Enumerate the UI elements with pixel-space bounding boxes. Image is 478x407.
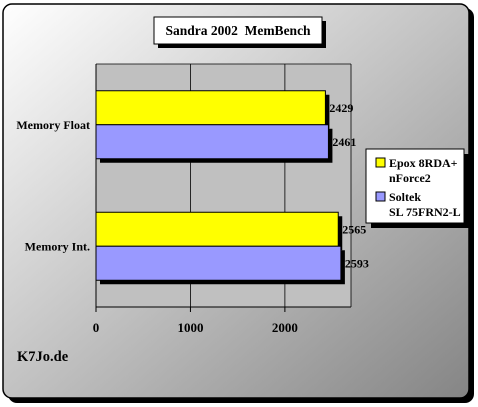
data-label: 2565 [342,222,366,236]
chart-title-box [153,16,323,45]
legend-label: nForce2 [389,171,431,185]
bar [95,124,329,160]
data-label: 2461 [332,135,356,149]
legend-label: Soltek [389,190,421,204]
legend-label: Epox 8RDA+ [389,156,458,170]
data-label: 2429 [329,101,353,115]
legend-swatch [375,157,386,168]
bar [95,90,326,126]
bar [95,211,339,247]
x-axis-ticks: 0 1000 2000 [93,307,298,335]
chart-title: Sandra 2002 MemBench [165,23,311,38]
legend-label: SL 75FRN2-L [389,205,461,219]
x-tick-label: 1000 [177,320,203,335]
bar [95,245,342,281]
data-labels: 2429 2461 2565 2593 [329,101,368,271]
x-tick-label: 2000 [272,320,298,335]
bars [95,90,345,285]
x-tick-label: 0 [93,320,100,335]
legend-swatch [375,191,386,202]
watermark: K7Jo.de [17,349,69,365]
data-label: 2593 [345,256,369,270]
category-label: Memory Float [16,118,90,132]
category-labels: Memory Float Memory Int. [16,118,90,254]
category-label: Memory Int. [25,239,90,253]
